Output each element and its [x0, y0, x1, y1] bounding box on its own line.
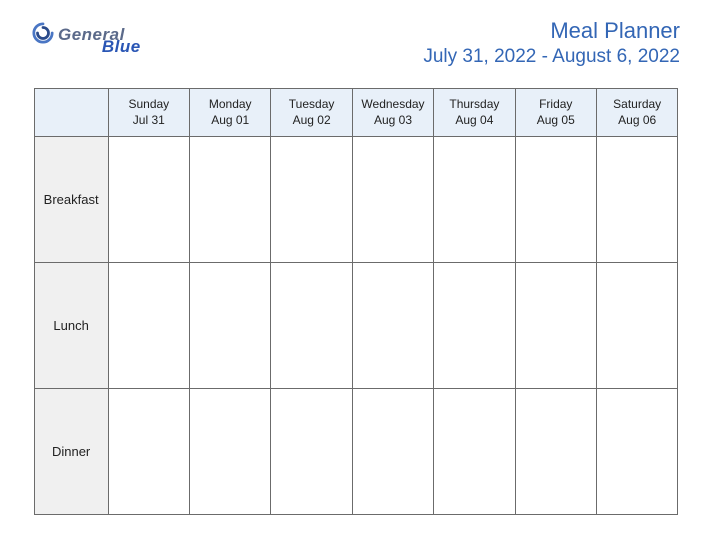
day-name: Thursday — [436, 97, 512, 113]
day-date: Aug 02 — [273, 113, 349, 129]
day-date: Aug 04 — [436, 113, 512, 129]
meal-cell[interactable] — [190, 389, 271, 515]
day-name: Wednesday — [355, 97, 431, 113]
meal-cell[interactable] — [515, 389, 596, 515]
meal-planner-table: SundayJul 31 MondayAug 01 TuesdayAug 02 … — [34, 88, 679, 515]
meal-cell[interactable] — [271, 263, 352, 389]
meal-cell[interactable] — [352, 389, 433, 515]
day-name: Tuesday — [273, 97, 349, 113]
meal-cell[interactable] — [271, 389, 352, 515]
logo: General Blue — [32, 18, 163, 46]
day-name: Saturday — [599, 97, 675, 113]
day-header: ThursdayAug 04 — [434, 89, 515, 137]
day-header: FridayAug 05 — [515, 89, 596, 137]
logo-word-2: Blue — [102, 37, 141, 57]
day-header: MondayAug 01 — [190, 89, 271, 137]
meal-row: Breakfast — [34, 137, 678, 263]
day-name: Sunday — [111, 97, 187, 113]
meal-cell[interactable] — [352, 263, 433, 389]
meal-cell[interactable] — [434, 263, 515, 389]
meal-cell[interactable] — [515, 263, 596, 389]
day-date: Jul 31 — [111, 113, 187, 129]
meal-cell[interactable] — [434, 389, 515, 515]
logo-swirl-icon — [32, 22, 54, 44]
meal-header: Lunch — [34, 263, 108, 389]
day-name: Monday — [192, 97, 268, 113]
day-header: SundayJul 31 — [108, 89, 189, 137]
meal-header: Breakfast — [34, 137, 108, 263]
day-name: Friday — [518, 97, 594, 113]
meal-cell[interactable] — [108, 263, 189, 389]
day-header: TuesdayAug 02 — [271, 89, 352, 137]
title-block: Meal Planner July 31, 2022 - August 6, 2… — [423, 18, 680, 68]
meal-cell[interactable] — [596, 389, 677, 515]
meal-row: Lunch — [34, 263, 678, 389]
corner-cell — [34, 89, 108, 137]
header: General Blue Meal Planner July 31, 2022 … — [0, 0, 712, 76]
meal-cell[interactable] — [596, 263, 677, 389]
day-date: Aug 05 — [518, 113, 594, 129]
meal-cell[interactable] — [271, 137, 352, 263]
day-date: Aug 01 — [192, 113, 268, 129]
meal-cell[interactable] — [108, 389, 189, 515]
meal-cell[interactable] — [596, 137, 677, 263]
day-header: WednesdayAug 03 — [352, 89, 433, 137]
meal-cell[interactable] — [190, 137, 271, 263]
meal-cell[interactable] — [434, 137, 515, 263]
meal-cell[interactable] — [108, 137, 189, 263]
meal-cell[interactable] — [515, 137, 596, 263]
header-row: SundayJul 31 MondayAug 01 TuesdayAug 02 … — [34, 89, 678, 137]
meal-cell[interactable] — [352, 137, 433, 263]
date-range: July 31, 2022 - August 6, 2022 — [423, 46, 680, 68]
meal-row: Dinner — [34, 389, 678, 515]
day-date: Aug 03 — [355, 113, 431, 129]
meal-cell[interactable] — [190, 263, 271, 389]
meal-header: Dinner — [34, 389, 108, 515]
day-date: Aug 06 — [599, 113, 675, 129]
day-header: SaturdayAug 06 — [596, 89, 677, 137]
page-title: Meal Planner — [423, 18, 680, 44]
